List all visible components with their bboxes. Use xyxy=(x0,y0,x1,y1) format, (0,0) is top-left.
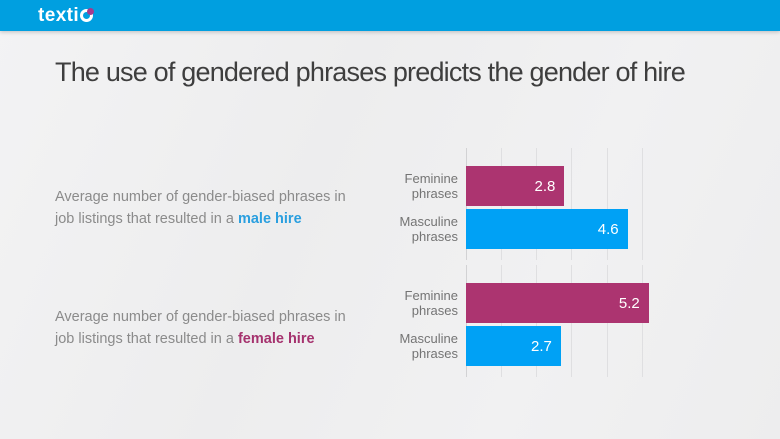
male-hire-highlight: male hire xyxy=(237,211,302,227)
bar-feminine-phrases: 2.8 xyxy=(466,166,565,206)
logo-accent-dot-icon xyxy=(87,8,95,15)
gridline xyxy=(571,148,573,260)
category-label-masculine: Masculine phrases xyxy=(399,214,458,244)
plot-area: 5.2 2.7 xyxy=(466,265,712,377)
textio-logo: texti xyxy=(38,5,95,26)
bar-chart-male-hire: Feminine phrases Masculine phrases 2.8 4… xyxy=(360,148,712,260)
plot-area: 2.8 4.6 xyxy=(466,148,712,260)
logo-text: texti xyxy=(38,5,80,26)
bar-masculine-phrases: 4.6 xyxy=(466,209,628,249)
description-line2: job listings that resulted in a xyxy=(55,331,234,347)
header-bar: texti xyxy=(0,0,780,31)
slide-title: The use of gendered phrases predicts the… xyxy=(55,57,686,87)
description-male-hire: Average number of gender-biased phrases … xyxy=(55,186,346,230)
bar-value-label: 5.2 xyxy=(618,294,640,312)
category-label-masculine: Masculine phrases xyxy=(399,331,458,361)
bar-masculine-phrases: 2.7 xyxy=(466,326,561,366)
description-line1: Average number of gender-biased phrases … xyxy=(55,189,346,205)
gridline xyxy=(606,148,608,260)
bar-chart-female-hire: Feminine phrases Masculine phrases 5.2 2… xyxy=(360,265,712,377)
bar-value-label: 4.6 xyxy=(597,220,619,238)
logo-o-icon xyxy=(80,8,95,22)
description-line2: job listings that resulted in a xyxy=(55,211,234,227)
female-hire-highlight: female hire xyxy=(237,331,315,347)
description-line1: Average number of gender-biased phrases … xyxy=(55,309,346,325)
bar-value-label: 2.7 xyxy=(531,337,552,355)
category-label-feminine: Feminine phrases xyxy=(404,288,458,318)
description-female-hire: Average number of gender-biased phrases … xyxy=(55,306,346,350)
bar-feminine-phrases: 5.2 xyxy=(466,283,649,323)
bar-value-label: 2.8 xyxy=(534,177,556,195)
category-label-feminine: Feminine phrases xyxy=(404,171,458,201)
gridline xyxy=(641,148,643,260)
